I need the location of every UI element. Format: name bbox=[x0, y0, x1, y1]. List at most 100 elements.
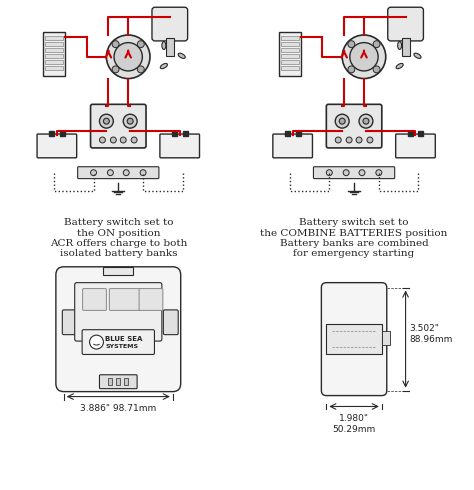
Circle shape bbox=[335, 137, 341, 143]
Bar bbox=[45, 66, 63, 70]
Circle shape bbox=[112, 41, 119, 48]
Bar bbox=[408, 131, 412, 136]
Ellipse shape bbox=[160, 64, 167, 69]
Bar bbox=[45, 43, 63, 47]
Text: Battery switch set to
the COMBINE BATTERIES position
Battery banks are combined
: Battery switch set to the COMBINE BATTER… bbox=[260, 218, 448, 258]
Circle shape bbox=[108, 170, 113, 175]
Bar bbox=[124, 378, 128, 385]
Circle shape bbox=[100, 114, 113, 128]
Text: Battery switch set to
the ON position
ACR offers charge to both
isolated battery: Battery switch set to the ON position AC… bbox=[50, 218, 187, 258]
Bar bbox=[401, 38, 410, 56]
Circle shape bbox=[137, 66, 144, 73]
FancyBboxPatch shape bbox=[37, 134, 77, 158]
Circle shape bbox=[348, 66, 355, 73]
Circle shape bbox=[131, 137, 137, 143]
Bar bbox=[281, 60, 299, 64]
Bar bbox=[296, 131, 301, 136]
FancyBboxPatch shape bbox=[273, 134, 312, 158]
Text: BLUE SEA: BLUE SEA bbox=[105, 336, 143, 342]
Circle shape bbox=[335, 114, 349, 128]
Circle shape bbox=[114, 43, 142, 71]
Circle shape bbox=[350, 43, 378, 71]
Text: SYSTEMS: SYSTEMS bbox=[105, 343, 138, 348]
FancyBboxPatch shape bbox=[326, 104, 382, 148]
FancyBboxPatch shape bbox=[388, 7, 423, 41]
FancyBboxPatch shape bbox=[82, 289, 106, 310]
Bar bbox=[279, 31, 301, 76]
Ellipse shape bbox=[398, 42, 401, 49]
Bar bbox=[326, 324, 382, 354]
Bar bbox=[166, 38, 174, 56]
Circle shape bbox=[123, 170, 129, 175]
FancyBboxPatch shape bbox=[91, 104, 146, 148]
Circle shape bbox=[137, 41, 144, 48]
Bar bbox=[45, 36, 63, 41]
Bar bbox=[281, 49, 299, 52]
FancyBboxPatch shape bbox=[56, 267, 181, 392]
Bar bbox=[182, 131, 188, 136]
Circle shape bbox=[110, 137, 116, 143]
Bar bbox=[281, 43, 299, 47]
Circle shape bbox=[100, 137, 105, 143]
Text: 3.886" 98.71mm: 3.886" 98.71mm bbox=[80, 405, 156, 414]
FancyBboxPatch shape bbox=[78, 167, 159, 179]
Circle shape bbox=[343, 170, 349, 175]
Ellipse shape bbox=[162, 42, 166, 49]
FancyBboxPatch shape bbox=[396, 134, 435, 158]
Circle shape bbox=[326, 170, 332, 175]
Bar bbox=[45, 60, 63, 64]
FancyBboxPatch shape bbox=[164, 310, 178, 335]
Bar bbox=[43, 31, 65, 76]
Bar bbox=[60, 131, 65, 136]
Circle shape bbox=[376, 170, 382, 175]
Circle shape bbox=[359, 170, 365, 175]
Circle shape bbox=[359, 114, 373, 128]
Bar bbox=[281, 36, 299, 41]
Ellipse shape bbox=[396, 64, 403, 69]
Bar bbox=[116, 378, 120, 385]
FancyBboxPatch shape bbox=[313, 167, 395, 179]
FancyBboxPatch shape bbox=[139, 289, 163, 310]
FancyBboxPatch shape bbox=[152, 7, 188, 41]
Circle shape bbox=[373, 66, 380, 73]
Bar bbox=[285, 131, 290, 136]
Bar bbox=[281, 66, 299, 70]
Circle shape bbox=[140, 170, 146, 175]
Bar bbox=[45, 49, 63, 52]
Bar bbox=[172, 131, 177, 136]
FancyBboxPatch shape bbox=[100, 375, 137, 389]
Circle shape bbox=[367, 137, 373, 143]
Circle shape bbox=[123, 114, 137, 128]
Bar bbox=[45, 54, 63, 58]
Circle shape bbox=[127, 118, 133, 124]
Bar bbox=[109, 378, 112, 385]
FancyBboxPatch shape bbox=[62, 310, 77, 335]
Ellipse shape bbox=[414, 53, 421, 58]
Circle shape bbox=[339, 118, 345, 124]
FancyBboxPatch shape bbox=[82, 330, 155, 354]
FancyBboxPatch shape bbox=[160, 134, 200, 158]
Text: 3.502"
88.96mm: 3.502" 88.96mm bbox=[410, 324, 453, 344]
Circle shape bbox=[112, 66, 119, 73]
Circle shape bbox=[363, 118, 369, 124]
Circle shape bbox=[348, 41, 355, 48]
Circle shape bbox=[373, 41, 380, 48]
Bar bbox=[281, 54, 299, 58]
Bar bbox=[419, 131, 423, 136]
Circle shape bbox=[356, 137, 362, 143]
Circle shape bbox=[106, 35, 150, 78]
Circle shape bbox=[90, 335, 103, 349]
Bar bbox=[49, 131, 54, 136]
Circle shape bbox=[120, 137, 126, 143]
FancyBboxPatch shape bbox=[321, 283, 387, 395]
Circle shape bbox=[91, 170, 97, 175]
FancyBboxPatch shape bbox=[75, 283, 162, 341]
Ellipse shape bbox=[178, 53, 185, 58]
FancyBboxPatch shape bbox=[109, 289, 141, 310]
Text: 1.980"
50.29mm: 1.980" 50.29mm bbox=[332, 415, 376, 434]
Bar bbox=[382, 331, 390, 345]
Bar bbox=[103, 267, 133, 275]
Circle shape bbox=[342, 35, 386, 78]
Circle shape bbox=[346, 137, 352, 143]
Circle shape bbox=[103, 118, 109, 124]
